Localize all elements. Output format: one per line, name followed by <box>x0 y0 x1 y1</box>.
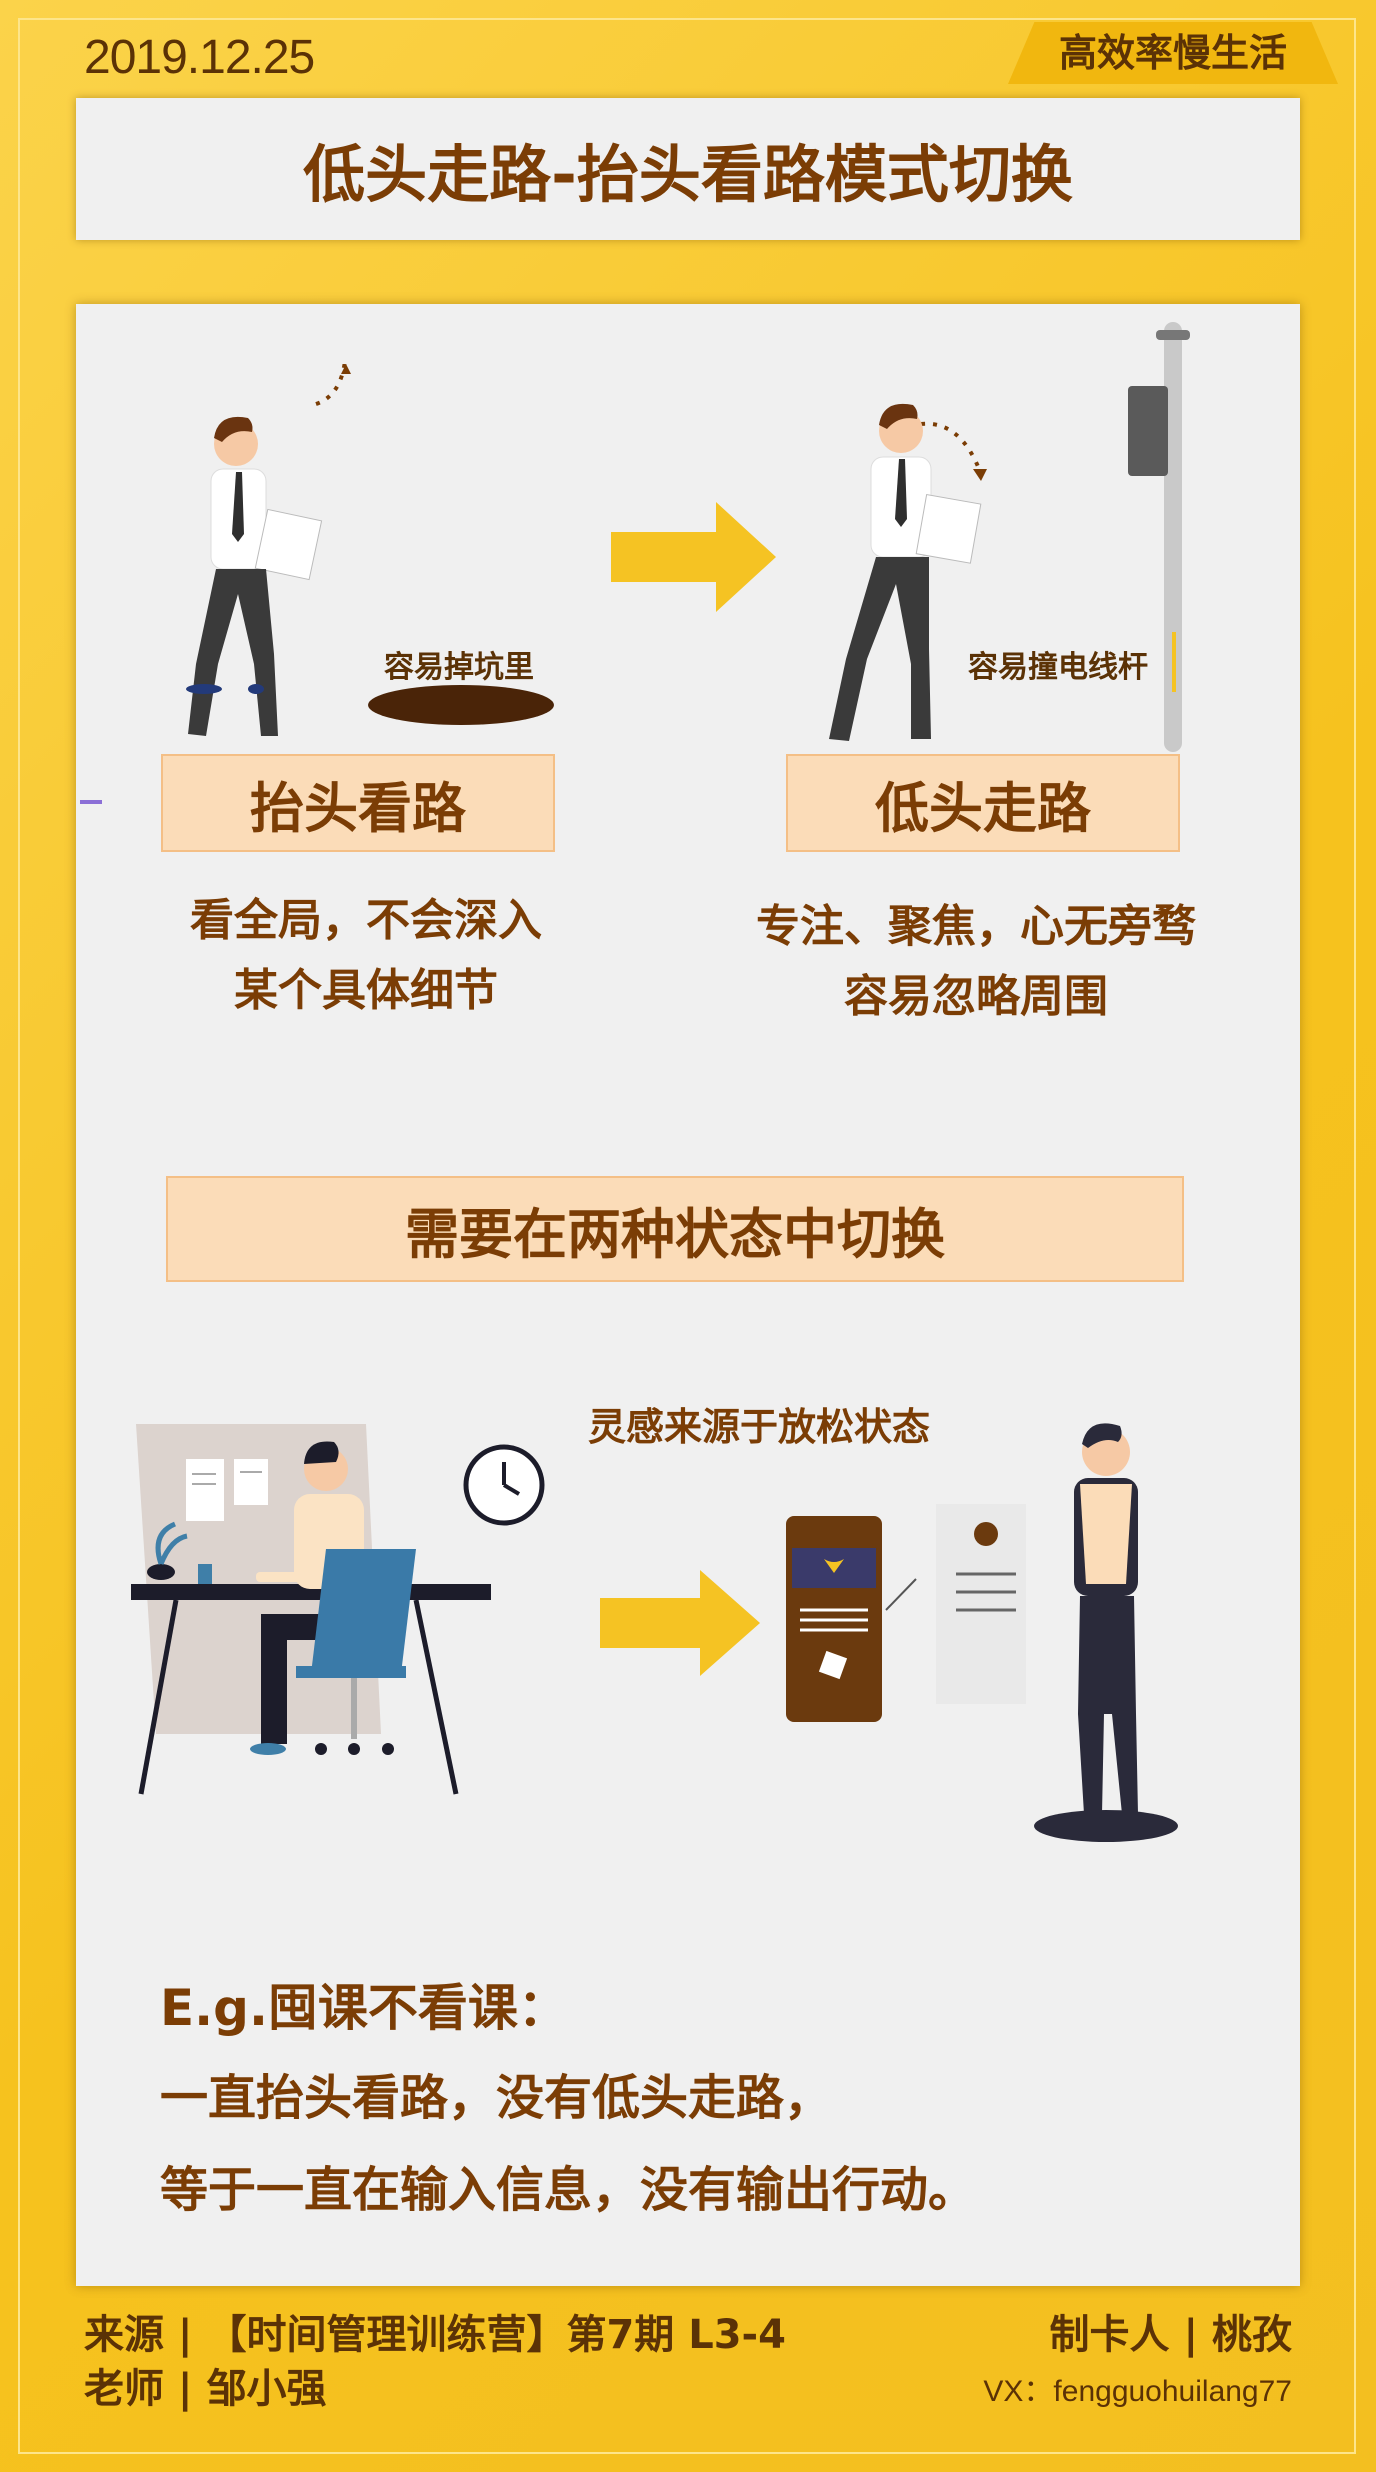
shoe-icon <box>186 684 264 694</box>
example-line-2: 等于一直在输入信息，没有输出行动。 <box>160 2162 977 2218</box>
right-arrow-icon <box>600 1570 760 1676</box>
label-walk-down: 低头走路 <box>786 754 1180 852</box>
footer-source: 来源 | 【时间管理训练营】第7期 L3-4 <box>84 2312 786 2358</box>
tag-text: 高效率慢生活 <box>1058 31 1287 75</box>
man-at-desk-icon <box>131 1424 491 1795</box>
settings-sliders-icon <box>885 1504 1026 1704</box>
content-panel: 容易掉坑里 容易撞电线杆 抬头看路 低头走路 看全局，不会深入 某个具体细节 专… <box>76 304 1300 2286</box>
footer-maker: 制卡人 | 桃孜 <box>1049 2312 1292 2358</box>
utility-pole-icon <box>1128 322 1190 752</box>
pothole-icon <box>368 685 554 725</box>
walk-down-desc-line2: 容易忽略周围 <box>844 971 1108 1022</box>
title-panel: 低头走路-抬头看路模式切换 <box>76 98 1300 240</box>
walking-man-looking-up-icon <box>188 364 351 736</box>
pothole-caption: 容易掉坑里 <box>384 650 534 685</box>
inspiration-caption: 灵感来源于放松状态 <box>588 1405 931 1449</box>
label-look-up-text: 抬头看路 <box>250 776 466 840</box>
footer-vx: VX：fengguohuilang77 <box>983 2375 1292 2408</box>
look-up-desc-line1: 看全局，不会深入 <box>190 895 542 946</box>
look-up-description: 看全局，不会深入 某个具体细节 <box>96 886 636 1026</box>
phone-app-icon <box>786 1516 882 1722</box>
page-title: 低头走路-抬头看路模式切换 <box>303 138 1073 211</box>
label-look-up: 抬头看路 <box>161 754 555 852</box>
standing-man-icon <box>1034 1423 1178 1842</box>
right-arrow-icon <box>611 502 776 612</box>
switch-label-text: 需要在两种状态中切换 <box>405 1202 945 1266</box>
walk-down-desc-line1: 专注、聚焦，心无旁骛 <box>756 901 1196 952</box>
decorative-frame <box>18 18 1356 2454</box>
switch-label-box: 需要在两种状态中切换 <box>166 1176 1184 1282</box>
example-heading: E.g.囤课不看课： <box>160 1979 568 2037</box>
stray-mark <box>80 800 102 804</box>
label-walk-down-text: 低头走路 <box>875 776 1091 840</box>
walking-man-looking-down-icon <box>829 403 987 741</box>
pole-caption: 容易撞电线杆 <box>968 650 1148 685</box>
walk-down-description: 专注、聚焦，心无旁骛 容易忽略周围 <box>686 892 1266 1032</box>
wall-clock-icon <box>463 1444 545 1526</box>
look-up-desc-line2: 某个具体细节 <box>234 965 498 1016</box>
footer-teacher: 老师 | 邹小强 <box>84 2366 327 2412</box>
tag-badge: 高效率慢生活 <box>1008 22 1338 84</box>
date-label: 2019.12.25 <box>84 31 315 84</box>
example-line-1: 一直抬头看路，没有低头走路， <box>160 2070 833 2126</box>
